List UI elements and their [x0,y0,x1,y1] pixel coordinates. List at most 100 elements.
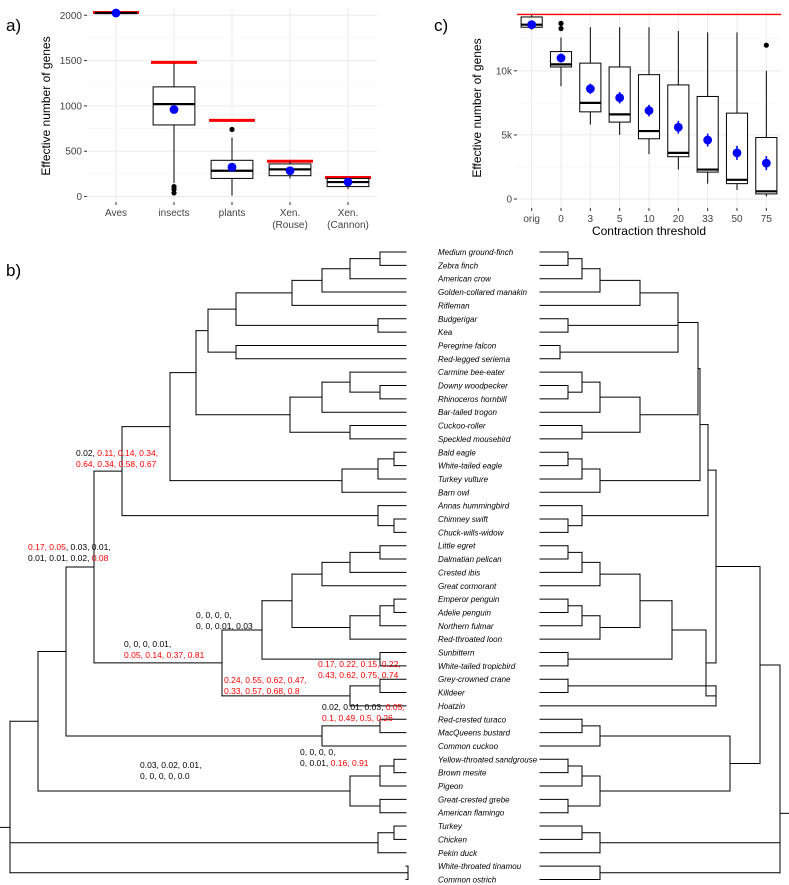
tip-label: Annas hummingbird [437,502,510,511]
tip-label: MacQueens bustard [438,729,511,738]
chart-c-y-axis-title: Effective number of genes [470,38,484,177]
support-value-segment: 0.24, 0.55, 0.62, 0.47, [224,675,307,685]
a-mean-point [343,177,353,187]
support-value-segment: 0.43, 0.62, 0.75, 0.74 [318,670,399,680]
panel-letter-a: a) [6,16,21,35]
support-value-segment: 0, 0, 0, 0, 0.0 [140,771,190,781]
support-value-segment: , 0.03, 0.01, [66,542,111,552]
c-mean-point [761,158,771,168]
tip-label: Pigeon [438,782,463,791]
a-y-tick-label: 2000 [60,11,83,22]
support-value-segment: 0, 0, 0, 0.01, [124,639,171,649]
c-x-tick-label: 20 [673,214,685,225]
c-x-tick-label: 0 [558,214,564,225]
tip-label: Bald eagle [438,448,476,457]
support-values-label: 0.02, 0.11, 0.14, 0.34, [76,448,158,458]
tip-label: Sunbittern [438,649,475,658]
support-values-label: 0.64, 0.34, 0.58, 0.67 [76,459,157,469]
support-values-label: 0.05, 0.14, 0.37, 0.81 [124,650,205,660]
tip-label: Kea [438,328,453,337]
a-outlier-point [171,190,177,196]
tip-label: Chimney swift [438,515,489,524]
a-x-tick-label: (Cannon) [327,220,369,231]
tip-label: American crow [437,275,492,284]
c-outlier-point [763,42,769,48]
support-values-label: 0, 0, 0.01, 0.03 [196,621,253,631]
support-values-label: 0, 0.01, 0.16, 0.91 [300,758,369,768]
support-value-segment: 0.1, 0.49, 0.5, 0.26 [322,713,393,723]
chart-c-boxplot: 0 5k 10k orig 0 3 5 10 20 33 50 75 Effective numbe… [470,8,781,238]
tip-label: Zebra finch [437,261,479,270]
panel-letter-b: b) [6,261,21,280]
tip-label: Cuckoo-roller [438,422,486,431]
c-x-tick-label: 33 [702,214,714,225]
support-value-segment: 0, 0, 0.01, 0.03 [196,621,253,631]
support-value-segment: 0.17, 0.05 [28,542,66,552]
c-y-tick-label: 10k [496,66,513,77]
support-value-segment: 0.08 [92,553,109,563]
support-values-label: 0, 0, 0, 0, [300,747,335,757]
support-values-label: 0.1, 0.49, 0.5, 0.26 [322,713,393,723]
panel-letter-c: c) [434,16,448,35]
support-values-label: 0, 0, 0, 0, 0.0 [140,771,190,781]
a-mean-point [111,8,121,18]
c-x-tick-label: 3 [588,214,594,225]
c-mean-point [556,53,566,63]
tip-label: Medium ground-finch [438,248,514,257]
support-values-label: 0.33, 0.57, 0.68, 0.8 [224,686,300,696]
tip-label: Brown mesite [438,769,487,778]
c-x-tick-label: 75 [761,214,773,225]
support-value-segment: 0.05, [386,702,405,712]
a-outlier-point [229,126,235,133]
tanglegram: Medium ground-finch Zebra finch American c… [0,248,789,884]
tip-label: Pekin duck [438,849,478,858]
tip-label: Hoatzin [438,702,466,711]
chart-c-x-axis-title: Contraction threshold [592,224,706,238]
tip-label: Chuck-wills-widow [438,528,505,537]
a-y-tick-label: 1500 [60,56,83,67]
a-x-tick-label: Xen. [338,208,359,219]
tip-label: Rifleman [438,301,470,310]
support-values-label: 0, 0, 0, 0.01, [124,639,171,649]
support-value-segment: 0.02, 0.01, 0.03, [322,702,386,712]
tip-label: Great cormorant [438,582,497,591]
tip-label: Barn owl [438,488,469,497]
support-values-label: 0.17, 0.05, 0.03, 0.01, [28,542,111,552]
chart-a-y-axis-title: Effective number of genes [39,36,53,175]
tip-label: Crested ibis [438,568,480,577]
tip-label: Peregrine falcon [438,341,497,350]
tip-label: Killdeer [438,689,465,698]
tip-label: White-throated tinamou [438,862,522,871]
c-mean-point [732,148,742,158]
support-value-segment: 0.16, 0.91 [331,758,369,768]
support-value-segment: 0.11, 0.14, 0.34, [97,448,158,458]
a-mean-point [285,166,295,176]
support-value-segment: 0.33, 0.57, 0.68, 0.8 [224,686,300,696]
tip-label: Great-crested grebe [438,795,510,804]
a-outlier-point [171,186,177,192]
tip-label: Red-legged seriema [438,355,511,364]
tip-label: Carmine bee-eater [438,368,505,377]
a-x-tick-label: Xen. [280,208,301,219]
a-mean-point [227,162,237,172]
tip-label: Yellow-throated sandgrouse [438,755,538,764]
a-x-tick-label: insects [158,208,189,219]
c-y-tick-label: 5k [501,130,513,141]
support-value-segment: 0.17, 0.22, 0.15, 0.22, [318,659,401,669]
c-outlier-point [558,20,564,26]
tip-label: Golden-collared manakin [438,288,527,297]
tip-label: Red-throated loon [438,635,503,644]
a-x-tick-label: Aves [105,208,127,219]
tip-label: White-tailed tropicbird [438,662,516,671]
support-value-segment: 0, 0, 0, 0, [196,610,231,620]
c-mean-point [527,20,537,30]
tip-label: Dalmatian pelican [438,555,502,564]
tip-label: Adelie penguin [437,608,491,617]
tip-label: Northern fulmar [438,622,494,631]
support-value-segment: 0, 0.01, [300,758,331,768]
tip-label: Bar-tailed trogon [438,408,498,417]
c-mean-point [585,84,595,94]
tip-label: American flamingo [437,809,505,818]
